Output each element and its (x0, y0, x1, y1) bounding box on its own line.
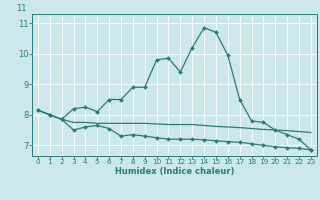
Text: 11: 11 (16, 4, 26, 13)
X-axis label: Humidex (Indice chaleur): Humidex (Indice chaleur) (115, 167, 234, 176)
